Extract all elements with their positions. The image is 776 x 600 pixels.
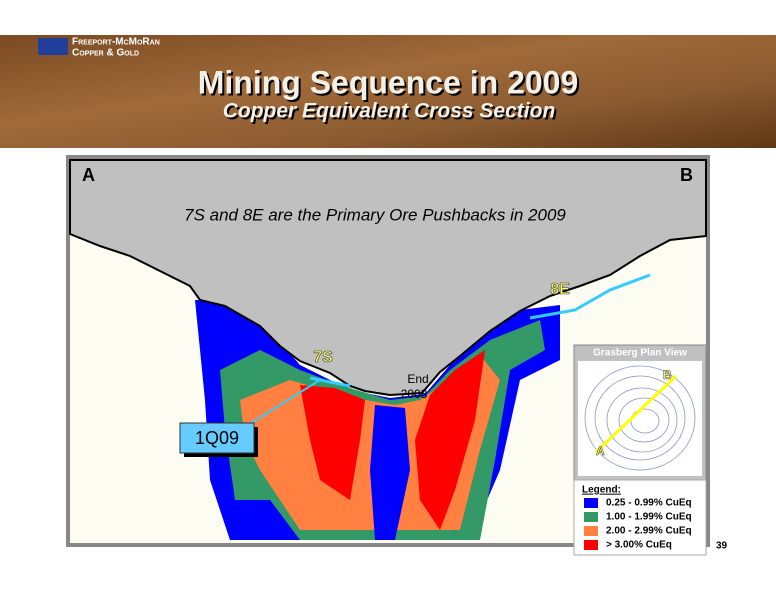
pushback-7s bbox=[309, 376, 351, 388]
headline: 7S and 8E are the Primary Ore Pushbacks … bbox=[184, 205, 566, 224]
inset-point: B bbox=[663, 368, 672, 382]
inset-title: Grasberg Plan View bbox=[593, 348, 687, 359]
page-number: 39 bbox=[716, 541, 728, 552]
subtitle-shadow: Copper Equivalent Cross Section bbox=[225, 102, 558, 125]
legend-label: 2.00 - 2.99% CuEq bbox=[606, 526, 692, 537]
legend-label: 1.00 - 1.99% CuEq bbox=[606, 512, 692, 523]
legend-swatch bbox=[584, 540, 598, 550]
inset-point: A bbox=[596, 444, 605, 458]
title: Mining Sequence in 2009 bbox=[198, 64, 579, 100]
inset-section-line bbox=[594, 374, 678, 454]
callout-line bbox=[239, 379, 321, 431]
pushback-label: 8E bbox=[550, 281, 570, 298]
legend-label: 0.25 - 0.99% CuEq bbox=[606, 498, 692, 509]
pushback-label: 7S bbox=[313, 349, 333, 366]
pit bbox=[69, 159, 707, 397]
callout-label: 1Q09 bbox=[195, 428, 239, 448]
subtitle: Copper Equivalent Cross Section bbox=[223, 100, 556, 123]
zone-top bbox=[415, 350, 485, 530]
callout-box bbox=[179, 422, 255, 454]
pushback-8e bbox=[529, 273, 651, 320]
header-band bbox=[0, 35, 776, 148]
end-label: End bbox=[407, 372, 428, 386]
end-label: 2008 bbox=[401, 387, 428, 401]
legend-label: > 3.00% CuEq bbox=[606, 540, 672, 551]
section-end-label: B bbox=[680, 165, 693, 185]
logo bbox=[38, 38, 68, 55]
legend-swatch bbox=[584, 512, 598, 522]
zone-top bbox=[300, 385, 365, 500]
company-name: Copper & Gold bbox=[72, 48, 139, 59]
inset-contours bbox=[584, 365, 696, 471]
inset-map bbox=[578, 361, 702, 476]
title-shadow: Mining Sequence in 2009 bbox=[200, 66, 581, 102]
section-end-label: A bbox=[82, 165, 95, 185]
company-name: Freeport-McMoRan bbox=[72, 37, 160, 48]
legend-swatch bbox=[584, 498, 598, 508]
legend-title: Legend: bbox=[582, 485, 621, 496]
legend-swatch bbox=[584, 526, 598, 536]
zone-low bbox=[370, 405, 410, 540]
